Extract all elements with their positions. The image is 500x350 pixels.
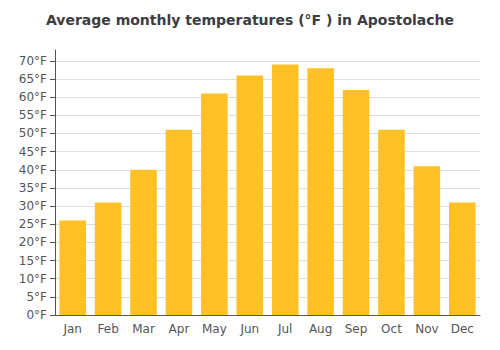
svg-text:Jun: Jun — [239, 322, 259, 336]
svg-text:Mar: Mar — [132, 322, 155, 336]
svg-text:35°F: 35°F — [19, 181, 47, 195]
svg-text:Dec: Dec — [451, 322, 474, 336]
svg-text:0°F: 0°F — [26, 308, 47, 322]
svg-text:Nov: Nov — [415, 322, 438, 336]
svg-text:30°F: 30°F — [19, 199, 47, 213]
svg-text:65°F: 65°F — [19, 72, 47, 86]
svg-text:Average monthly temperatures (: Average monthly temperatures (°F ) in Ap… — [46, 12, 454, 28]
svg-text:5°F: 5°F — [26, 290, 47, 304]
svg-text:Aug: Aug — [309, 322, 332, 336]
svg-text:55°F: 55°F — [19, 108, 47, 122]
svg-text:Apr: Apr — [169, 322, 190, 336]
svg-text:Oct: Oct — [381, 322, 402, 336]
svg-text:45°F: 45°F — [19, 145, 47, 159]
svg-text:Jan: Jan — [62, 322, 82, 336]
svg-text:50°F: 50°F — [19, 126, 47, 140]
svg-text:10°F: 10°F — [19, 272, 47, 286]
svg-text:Feb: Feb — [98, 322, 119, 336]
svg-text:Sep: Sep — [345, 322, 368, 336]
svg-text:20°F: 20°F — [19, 235, 47, 249]
svg-text:May: May — [202, 322, 227, 336]
svg-text:60°F: 60°F — [19, 90, 47, 104]
svg-text:25°F: 25°F — [19, 217, 47, 231]
svg-text:15°F: 15°F — [19, 254, 47, 268]
svg-text:Jul: Jul — [277, 322, 292, 336]
svg-text:40°F: 40°F — [19, 163, 47, 177]
svg-text:70°F: 70°F — [19, 54, 47, 68]
